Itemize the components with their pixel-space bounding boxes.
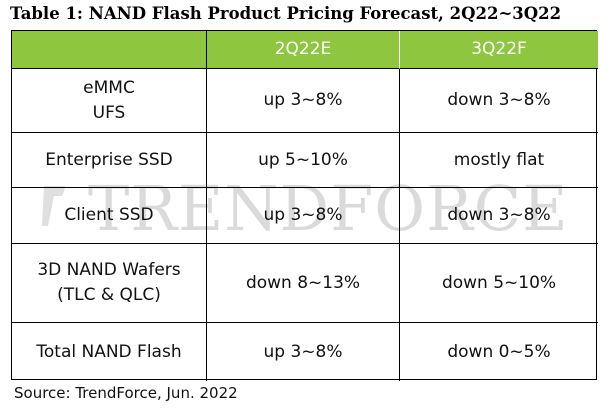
row-label-enterprise-ssd: Enterprise SSD	[12, 133, 207, 188]
cell-client-3q22f: down 3~8%	[400, 188, 598, 244]
source-note: Source: TrendForce, Jun. 2022	[14, 384, 238, 402]
cell-enterprise-3q22f: mostly flat	[400, 133, 598, 188]
trendforce-logo-icon	[42, 186, 66, 226]
cell-wafers-2q22e: down 8~13%	[207, 244, 400, 323]
cell-enterprise-2q22e: up 5~10%	[207, 133, 400, 188]
header-2q22e: 2Q22E	[207, 31, 400, 69]
row-label-total-nand: Total NAND Flash	[12, 323, 207, 381]
cell-total-2q22e: up 3~8%	[207, 323, 400, 381]
pricing-table: 2Q22E 3Q22F eMMC UFS up 3~8% down 3~8% E…	[11, 30, 598, 381]
header-3q22f: 3Q22F	[400, 31, 598, 69]
cell-total-3q22f: down 0~5%	[447, 341, 551, 362]
row-label-3d-nand-wafers: 3D NAND Wafers (TLC & QLC)	[12, 244, 207, 323]
row-label-client-ssd: Client SSD	[12, 188, 207, 244]
cell-emmc-3q22f: down 3~8%	[400, 69, 598, 133]
table-title: Table 1: NAND Flash Product Pricing Fore…	[10, 4, 562, 23]
cell-client-2q22e: up 3~8%	[207, 188, 400, 244]
header-corner	[12, 31, 207, 69]
row-label-emmc-ufs: eMMC UFS	[12, 69, 207, 133]
cell-wafers-3q22f: down 5~10%	[400, 244, 598, 323]
cell-emmc-2q22e: up 3~8%	[207, 69, 400, 133]
